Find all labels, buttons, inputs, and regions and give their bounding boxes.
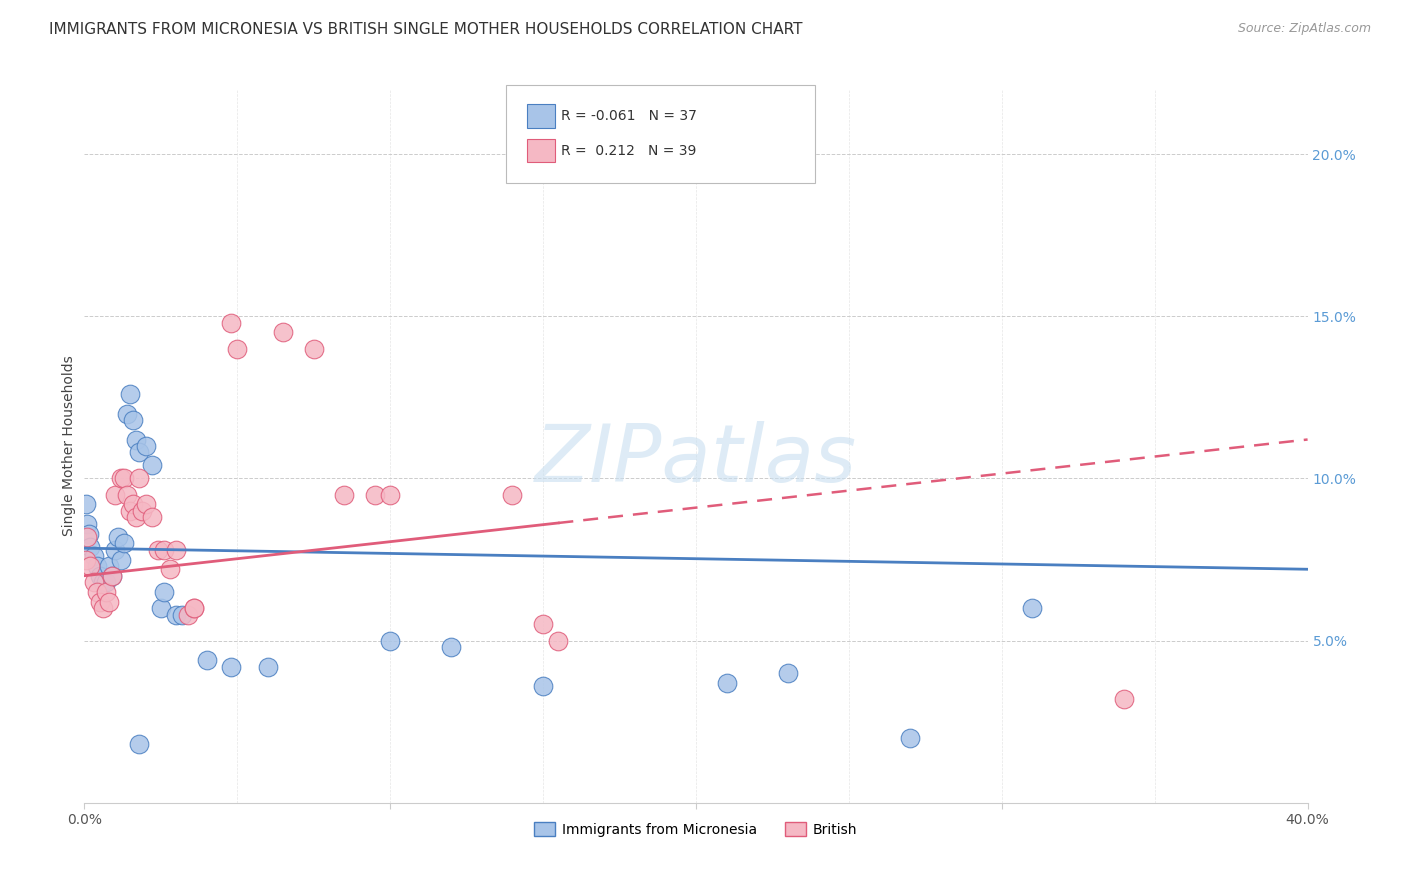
Point xyxy=(128,738,150,752)
Point xyxy=(76,530,98,544)
Point xyxy=(165,607,187,622)
Point xyxy=(110,471,132,485)
Text: R = -0.061   N = 37: R = -0.061 N = 37 xyxy=(561,109,697,123)
Point xyxy=(110,552,132,566)
Point xyxy=(120,504,142,518)
Point xyxy=(149,601,172,615)
Text: Source: ZipAtlas.com: Source: ZipAtlas.com xyxy=(1237,22,1371,36)
Point xyxy=(440,640,463,654)
Point xyxy=(226,342,249,356)
Point xyxy=(79,540,101,554)
Point xyxy=(898,731,921,745)
Point xyxy=(131,504,153,518)
Point xyxy=(380,488,402,502)
Point xyxy=(165,542,187,557)
Point xyxy=(79,559,101,574)
Point xyxy=(172,607,194,622)
Point xyxy=(94,575,117,590)
Point xyxy=(107,530,129,544)
Point xyxy=(101,568,124,582)
Point xyxy=(135,439,157,453)
Y-axis label: Single Mother Households: Single Mother Households xyxy=(62,356,76,536)
Point xyxy=(141,458,163,473)
Point xyxy=(128,445,150,459)
Point xyxy=(1114,692,1136,706)
Point xyxy=(177,607,200,622)
Point xyxy=(91,601,114,615)
Point xyxy=(1021,601,1043,615)
Point xyxy=(101,568,124,582)
Point xyxy=(153,542,176,557)
Text: R =  0.212   N = 39: R = 0.212 N = 39 xyxy=(561,144,696,158)
Point xyxy=(257,659,280,673)
Point xyxy=(91,575,114,590)
Point xyxy=(183,601,205,615)
Point xyxy=(219,659,242,673)
Point xyxy=(83,575,105,590)
Point xyxy=(153,585,176,599)
Point xyxy=(125,510,148,524)
Point xyxy=(141,510,163,524)
Point xyxy=(75,497,97,511)
Point xyxy=(83,549,105,564)
Point xyxy=(302,342,325,356)
Point xyxy=(122,413,145,427)
Point xyxy=(112,471,135,485)
Point xyxy=(86,585,108,599)
Point xyxy=(271,326,294,340)
Point xyxy=(104,488,127,502)
Point xyxy=(531,679,554,693)
Point xyxy=(97,559,120,574)
Point xyxy=(219,316,242,330)
Text: IMMIGRANTS FROM MICRONESIA VS BRITISH SINGLE MOTHER HOUSEHOLDS CORRELATION CHART: IMMIGRANTS FROM MICRONESIA VS BRITISH SI… xyxy=(49,22,803,37)
Point xyxy=(380,633,402,648)
Point xyxy=(97,595,120,609)
Point xyxy=(75,552,97,566)
Point xyxy=(77,526,100,541)
Point xyxy=(122,497,145,511)
Point xyxy=(128,471,150,485)
Point xyxy=(112,536,135,550)
Point xyxy=(547,633,569,648)
Point xyxy=(531,617,554,632)
Point xyxy=(120,387,142,401)
Point xyxy=(86,559,108,574)
Point xyxy=(115,407,138,421)
Point xyxy=(94,585,117,599)
Point xyxy=(333,488,356,502)
Point xyxy=(364,488,387,502)
Point xyxy=(146,542,169,557)
Point xyxy=(183,601,205,615)
Point xyxy=(125,433,148,447)
Point xyxy=(502,488,524,502)
Point xyxy=(76,516,98,531)
Point xyxy=(159,562,181,576)
Point xyxy=(135,497,157,511)
Text: ZIPatlas: ZIPatlas xyxy=(534,421,858,500)
Point xyxy=(115,488,138,502)
Point xyxy=(104,542,127,557)
Point xyxy=(89,595,111,609)
Point xyxy=(195,653,218,667)
Point xyxy=(716,675,738,690)
Point xyxy=(89,568,111,582)
Legend: Immigrants from Micronesia, British: Immigrants from Micronesia, British xyxy=(529,816,863,842)
Point xyxy=(776,666,799,681)
